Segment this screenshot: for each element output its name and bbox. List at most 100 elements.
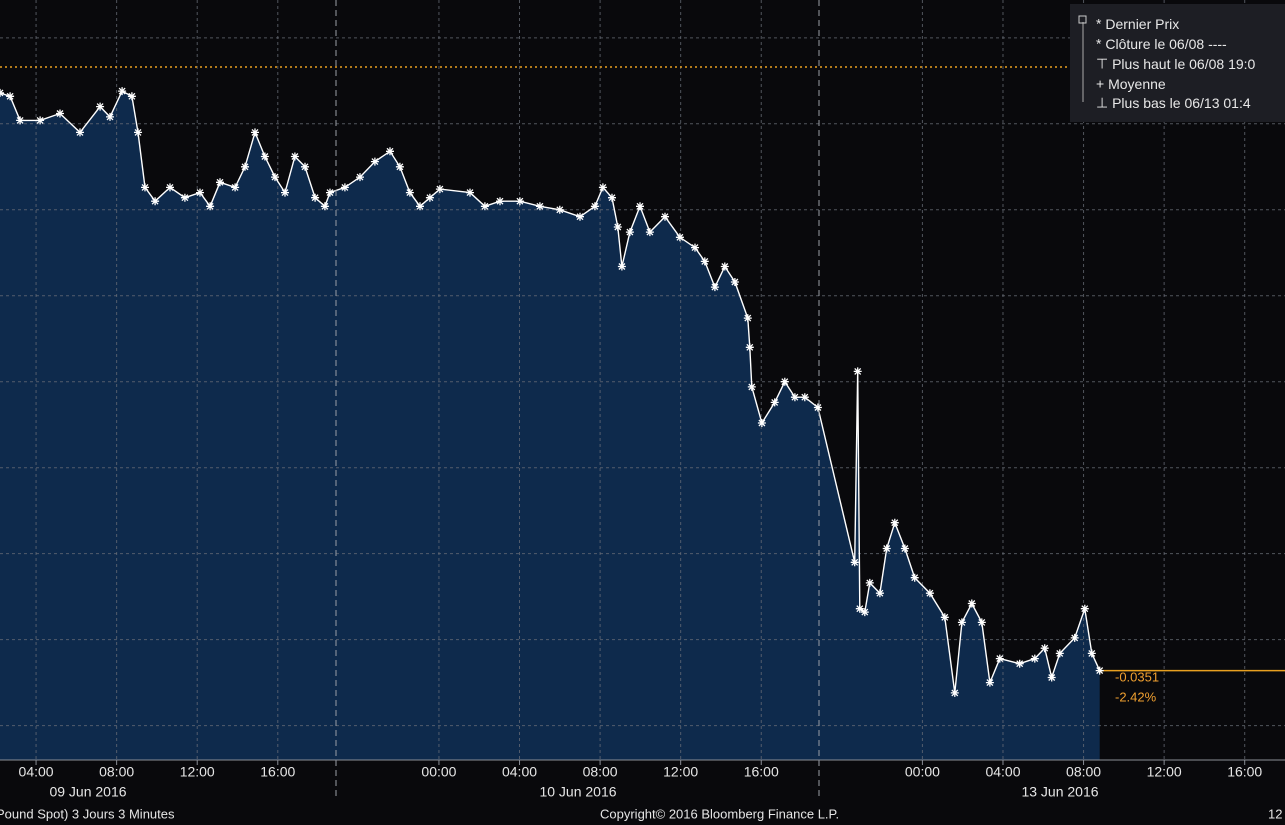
- x-tick-label: 08:00: [99, 764, 134, 780]
- point-marker: [720, 262, 729, 271]
- legend-entry: ⊤ Plus haut le 06/08 19:0: [1096, 56, 1256, 72]
- point-marker: [636, 202, 644, 211]
- point-marker: [271, 173, 279, 182]
- day-label: 13 Jun 2016: [1021, 784, 1098, 800]
- point-marker: [260, 152, 269, 161]
- legend-label: Plus haut le 06/08 19:0: [1112, 56, 1255, 72]
- x-tick-label: 04:00: [502, 764, 537, 780]
- point-marker: [661, 212, 669, 221]
- point-marker: [106, 112, 114, 121]
- point-marker: [598, 183, 607, 192]
- point-marker: [386, 147, 394, 156]
- x-tick-label: 16:00: [1227, 764, 1262, 780]
- x-tick-label: 12:00: [663, 764, 698, 780]
- point-marker: [1087, 649, 1096, 658]
- point-marker: [1047, 673, 1056, 682]
- point-marker: [320, 202, 329, 211]
- point-marker: [535, 202, 544, 211]
- point-marker: [860, 608, 869, 617]
- point-marker: [747, 382, 756, 391]
- point-marker: [950, 688, 959, 697]
- point-marker: [900, 544, 909, 553]
- point-marker: [1030, 654, 1039, 663]
- point-marker: [340, 183, 349, 192]
- point-marker: [700, 257, 709, 266]
- point-marker: [675, 233, 684, 242]
- point-marker: [231, 183, 240, 192]
- point-marker: [281, 188, 289, 197]
- point-marker: [882, 544, 891, 553]
- point-marker: [36, 116, 45, 125]
- point-marker: [985, 678, 994, 687]
- point-marker: [855, 604, 864, 613]
- point-marker: [301, 162, 309, 171]
- point-marker: [127, 92, 136, 101]
- point-marker: [645, 228, 654, 237]
- point-marker: [76, 128, 84, 137]
- point-marker: [957, 618, 966, 627]
- point-marker: [875, 589, 884, 598]
- point-marker: [134, 128, 142, 137]
- point-marker: [356, 173, 364, 182]
- point-marker: [326, 188, 334, 197]
- point-marker: [780, 377, 789, 386]
- point-marker: [251, 128, 259, 137]
- legend-entry: * Dernier Prix: [1096, 16, 1179, 32]
- change-annotation: -2.42%: [1115, 689, 1157, 704]
- point-marker: [1015, 659, 1024, 668]
- legend: * Dernier Prix * Clôture le 06/08 ---- ⊤…: [1070, 4, 1285, 122]
- point-marker: [910, 573, 919, 582]
- point-marker: [206, 202, 215, 211]
- point-marker: [466, 188, 474, 197]
- point-marker: [496, 197, 504, 206]
- x-tick-label: 00:00: [905, 764, 940, 780]
- point-marker: [311, 193, 320, 202]
- point-marker: [710, 283, 719, 292]
- point-marker: [995, 654, 1004, 663]
- point-marker: [1080, 604, 1089, 613]
- point-marker: [813, 403, 822, 412]
- point-marker: [853, 367, 862, 376]
- point-marker: [141, 183, 149, 192]
- day-label: 09 Jun 2016: [49, 784, 126, 800]
- point-marker: [757, 419, 766, 427]
- legend-entry: + Moyenne: [1096, 76, 1166, 92]
- point-marker: [800, 393, 809, 402]
- area: [0, 91, 1100, 761]
- point-marker: [435, 185, 444, 194]
- legend-box: [1070, 4, 1285, 122]
- x-tick-label: 16:00: [744, 764, 779, 780]
- footer-text: Copyright© 2016 Bloomberg Finance L.P.: [600, 806, 839, 821]
- point-marker: [1040, 644, 1049, 653]
- x-tick-label: 00:00: [421, 764, 456, 780]
- point-marker: [180, 193, 189, 202]
- x-tick-label: 12:00: [1147, 764, 1182, 780]
- point-marker: [166, 183, 174, 192]
- legend-label: Plus bas le 06/13 01:4: [1112, 95, 1251, 111]
- point-marker: [1070, 633, 1079, 642]
- point-marker: [967, 599, 976, 608]
- point-marker: [977, 618, 986, 627]
- change-annotation: -0.0351: [1115, 669, 1159, 684]
- legend-label: Clôture le 06/08 ----: [1105, 36, 1227, 52]
- point-marker: [395, 162, 404, 171]
- point-marker: [743, 314, 752, 323]
- point-marker: [480, 202, 489, 211]
- plot-area: [0, 0, 1285, 761]
- point-marker: [416, 202, 424, 211]
- point-marker: [790, 393, 799, 402]
- point-marker: [770, 398, 779, 407]
- x-tick-label: 08:00: [583, 764, 618, 780]
- point-marker: [576, 212, 584, 221]
- point-marker: [151, 197, 160, 206]
- point-marker: [691, 243, 699, 252]
- point-marker: [1095, 666, 1104, 675]
- point-marker: [196, 188, 204, 197]
- x-tick-label: 04:00: [985, 764, 1020, 780]
- footer-text: 12: [1268, 806, 1282, 821]
- point-marker: [370, 157, 379, 166]
- legend-label: Dernier Prix: [1105, 16, 1179, 32]
- point-marker: [613, 223, 622, 231]
- point-marker: [940, 613, 949, 622]
